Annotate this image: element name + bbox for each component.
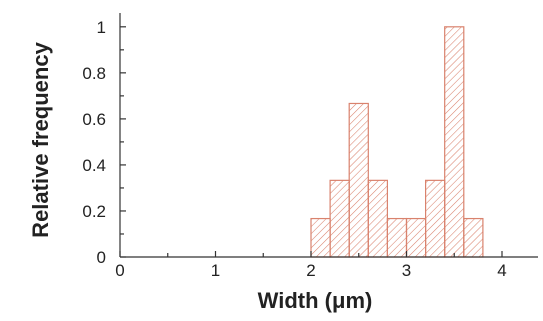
y-tick-label: 1 (97, 18, 106, 37)
y-tick-label: 0.4 (82, 156, 106, 175)
x-tick-label: 0 (115, 261, 124, 280)
y-tick-label: 0.8 (82, 64, 106, 83)
x-tick-label: 4 (497, 261, 506, 280)
histogram-bar (310, 217, 331, 258)
x-tick-label: 2 (306, 261, 315, 280)
histogram-bar (444, 26, 465, 258)
histogram-bar (348, 102, 369, 258)
y-tick-label: 0 (97, 248, 106, 267)
x-tick-label: 1 (211, 261, 220, 280)
histogram-bar (329, 179, 350, 258)
plot-area: 0 1 2 3 4 0 0.2 0.4 0.6 0.8 1 (82, 13, 538, 280)
histogram-bar (405, 217, 427, 258)
y-axis-title: Relative frequency (28, 41, 53, 237)
histogram-bar (463, 217, 484, 258)
x-tick-label: 3 (402, 261, 411, 280)
y-tick-label: 0.6 (82, 110, 106, 129)
y-tick-label: 0.2 (82, 202, 106, 221)
x-axis-title: Width (μm) (258, 288, 373, 313)
histogram-bar (425, 179, 446, 258)
histogram-bar (386, 217, 408, 258)
histogram-bar (367, 179, 388, 258)
